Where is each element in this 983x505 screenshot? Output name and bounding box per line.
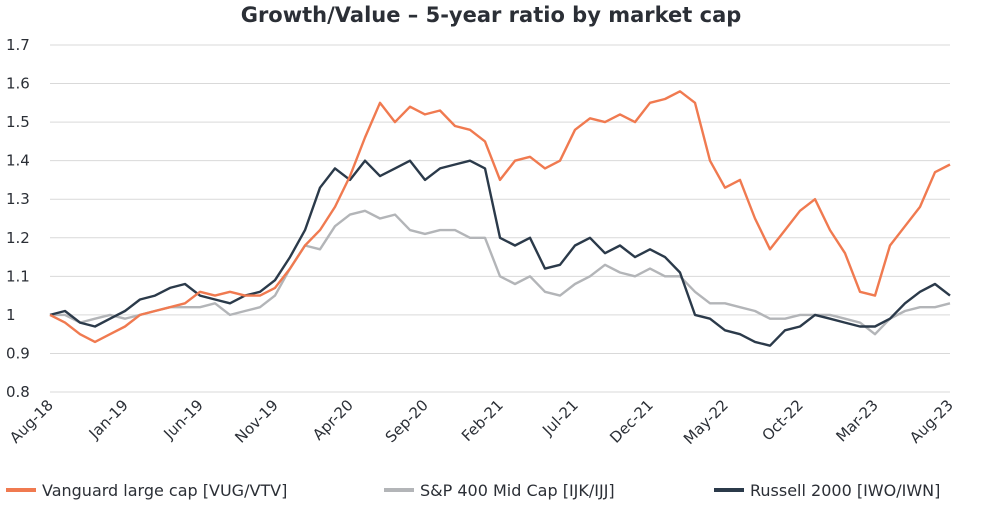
x-tick-label: May-22 <box>680 396 732 448</box>
legend-label-russell: Russell 2000 [IWO/IWN] <box>750 481 940 500</box>
x-tick-label: Jun-19 <box>159 396 206 443</box>
y-tick-label: 1.3 <box>6 190 30 208</box>
y-tick-label: 1.2 <box>6 229 30 247</box>
legend-label-sp400: S&P 400 Mid Cap [IJK/IJJ] <box>420 481 615 500</box>
y-tick-label: 1.6 <box>6 75 30 93</box>
y-axis-ticks: 0.8 0.9 1 1.1 1.2 1.3 1.4 1.5 1.6 1.7 <box>6 36 30 401</box>
x-tick-label: Nov-19 <box>231 396 281 446</box>
y-tick-label: 0.8 <box>6 383 30 401</box>
series-line-russell <box>49 159 951 347</box>
legend-item-russell: Russell 2000 [IWO/IWN] <box>714 481 940 500</box>
legend-item-sp400: S&P 400 Mid Cap [IJK/IJJ] <box>384 481 615 500</box>
legend-label-vanguard: Vanguard large cap [VUG/VTV] <box>42 481 287 500</box>
series-line-sp400 <box>50 209 951 336</box>
x-tick-label: Jul-21 <box>538 396 582 440</box>
x-tick-label: Jan-19 <box>85 396 132 443</box>
y-tick-label: 0.9 <box>6 344 30 362</box>
x-tick-label: Mar-23 <box>832 396 881 445</box>
y-tick-label: 1.1 <box>6 267 30 285</box>
x-tick-label: Oct-22 <box>758 396 806 444</box>
x-tick-label: Apr-20 <box>309 396 357 444</box>
x-tick-label: Dec-21 <box>606 396 657 447</box>
x-tick-label: Aug-23 <box>906 396 957 447</box>
y-tick-label: 1.7 <box>6 36 30 54</box>
x-tick-label: Feb-21 <box>458 396 507 445</box>
x-axis-ticks: Aug-18 Jan-19 Jun-19 Nov-19 Apr-20 Sep-20 Feb-… <box>6 396 957 448</box>
gridlines <box>50 44 950 393</box>
x-tick-label: Aug-18 <box>6 396 57 447</box>
y-tick-label: 1.4 <box>6 152 30 170</box>
chart-title: Growth/Value – 5-year ratio by market ca… <box>241 3 742 27</box>
series-lines <box>49 90 951 347</box>
y-tick-label: 1 <box>6 306 16 324</box>
x-tick-label: Sep-20 <box>382 396 432 446</box>
series-line-vanguard <box>49 90 951 344</box>
legend-item-vanguard: Vanguard large cap [VUG/VTV] <box>6 481 287 500</box>
y-tick-label: 1.5 <box>6 113 30 131</box>
legend: Vanguard large cap [VUG/VTV] S&P 400 Mid… <box>6 481 940 500</box>
